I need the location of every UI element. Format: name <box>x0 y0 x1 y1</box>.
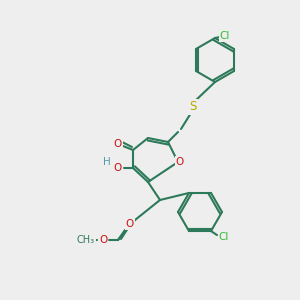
Text: CH₃: CH₃ <box>77 235 95 245</box>
Text: O: O <box>114 139 122 149</box>
Text: Cl: Cl <box>220 31 230 41</box>
Text: O: O <box>99 235 107 245</box>
Text: Cl: Cl <box>219 232 229 242</box>
Text: O: O <box>126 219 134 229</box>
Text: S: S <box>189 100 197 113</box>
Text: H: H <box>103 157 111 167</box>
Text: O: O <box>176 157 184 167</box>
Text: O: O <box>113 163 121 173</box>
